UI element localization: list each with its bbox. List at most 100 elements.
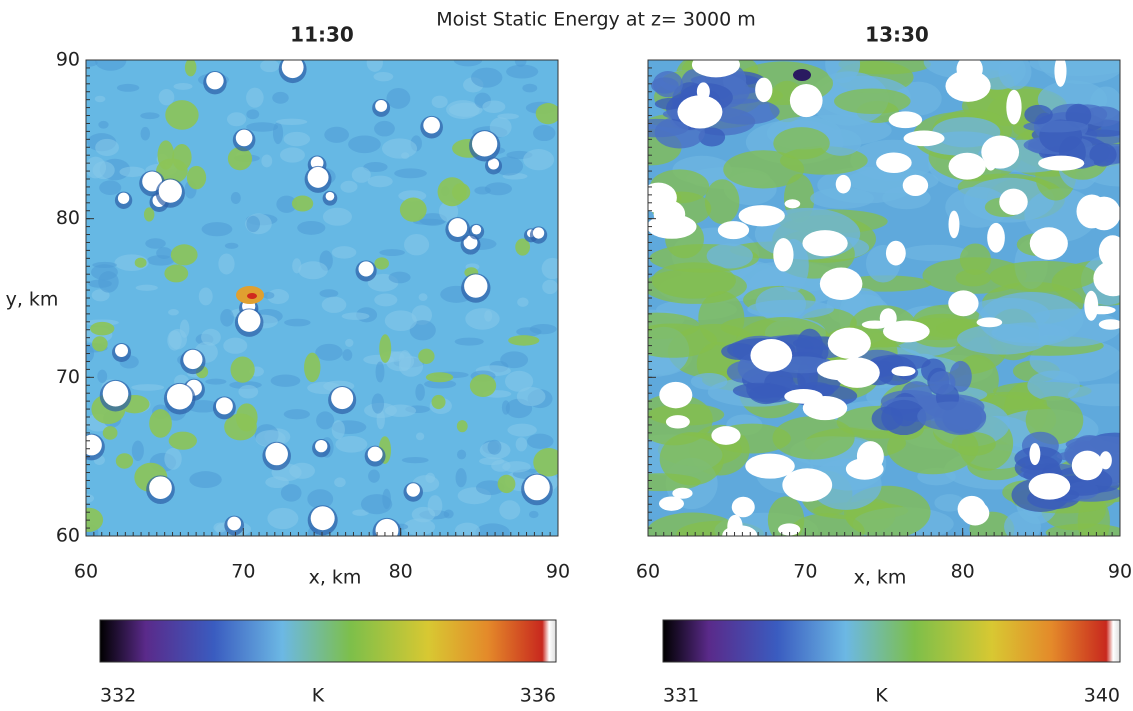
field-patch [438, 201, 459, 222]
field-patch [722, 525, 758, 536]
heatmap-field [86, 60, 558, 536]
field-patch [115, 453, 134, 469]
field-patch [215, 397, 233, 415]
field-patch [1024, 104, 1053, 125]
field-patch [515, 437, 528, 452]
field-patch [331, 420, 345, 440]
field-patch [504, 370, 534, 392]
colorbar-label: K [312, 685, 325, 707]
field-patch [340, 180, 358, 193]
field-patch [773, 127, 830, 160]
field-patch [1087, 196, 1120, 231]
field-patch [516, 327, 542, 337]
field-patch [149, 476, 172, 499]
field-patch [386, 88, 411, 109]
field-patch [542, 279, 558, 295]
field-patch [677, 95, 723, 129]
field-patch [206, 72, 224, 90]
field-patch [238, 385, 259, 399]
field-patch [331, 387, 354, 410]
x-tick-label: 90 [546, 561, 570, 583]
y-axis-label: y, km [6, 289, 59, 311]
field-patch [790, 513, 865, 536]
field-patch [929, 371, 956, 395]
field-patch [116, 83, 140, 92]
field-patch [665, 415, 690, 429]
field-patch [375, 361, 385, 383]
field-patch [1098, 235, 1120, 268]
field-patch [267, 289, 290, 305]
field-patch [888, 111, 923, 129]
field-patch [499, 500, 521, 520]
field-patch [1098, 319, 1120, 330]
field-patch [998, 60, 1032, 90]
field-patch [267, 507, 299, 530]
field-patch [1045, 523, 1120, 536]
field-patch [324, 126, 349, 143]
field-patch [374, 257, 390, 270]
field-patch [374, 293, 398, 307]
field-patch [401, 152, 410, 159]
field-patch [90, 321, 115, 336]
field-patch [415, 383, 425, 401]
field-patch [691, 60, 740, 78]
field-patch [652, 71, 683, 98]
field-patch [648, 512, 739, 536]
x-tick-label: 60 [636, 561, 660, 583]
colorbar-tick-label: 331 [663, 685, 699, 707]
field-patch [166, 383, 193, 410]
field-patch [281, 60, 304, 79]
field-patch [825, 60, 861, 84]
y-tick-label: 90 [56, 49, 80, 71]
field-patch [164, 447, 182, 470]
field-patch [835, 174, 851, 194]
field-patch [348, 135, 381, 154]
field-patch [366, 60, 383, 72]
field-patch [778, 523, 801, 536]
field-patch [424, 379, 457, 389]
field-patch [342, 349, 353, 361]
panel-title: 11:30 [290, 23, 354, 47]
field-patch [86, 60, 98, 67]
field-patch [398, 190, 427, 202]
field-patch [99, 180, 122, 196]
field-patch [834, 88, 911, 114]
field-patch [283, 131, 311, 147]
field-patch [723, 150, 805, 189]
field-patch [427, 495, 443, 517]
field-patch [784, 199, 801, 209]
field-patch [140, 126, 151, 141]
field-patch [283, 409, 310, 420]
field-patch [917, 401, 987, 431]
field-patch [260, 60, 280, 73]
field-patch [1006, 89, 1022, 125]
field-patch [418, 293, 428, 302]
field-patch [1099, 451, 1112, 470]
field-patch [158, 88, 175, 106]
field-patch [279, 147, 305, 163]
field-patch [310, 506, 335, 531]
field-patch [487, 439, 502, 455]
field-patch [92, 161, 115, 180]
field-patch [226, 112, 247, 127]
field-patch [827, 327, 871, 359]
field-patch [497, 474, 516, 494]
y-tick-label: 80 [56, 207, 80, 229]
field-patch [900, 244, 969, 262]
field-patch [951, 432, 996, 456]
field-patch [307, 166, 329, 188]
field-patch [381, 138, 418, 159]
field-patch [463, 235, 478, 250]
field-patch [945, 186, 1010, 228]
field-patch [932, 117, 1001, 148]
field-patch [134, 257, 147, 268]
field-patch [532, 124, 556, 142]
x-tick-label: 80 [951, 561, 975, 583]
field-patch [86, 434, 102, 456]
field-patch [431, 95, 448, 109]
field-patch [1067, 383, 1120, 407]
field-patch [502, 461, 531, 473]
field-patch [508, 335, 540, 346]
field-patch [265, 442, 288, 466]
field-patch [991, 322, 1070, 344]
